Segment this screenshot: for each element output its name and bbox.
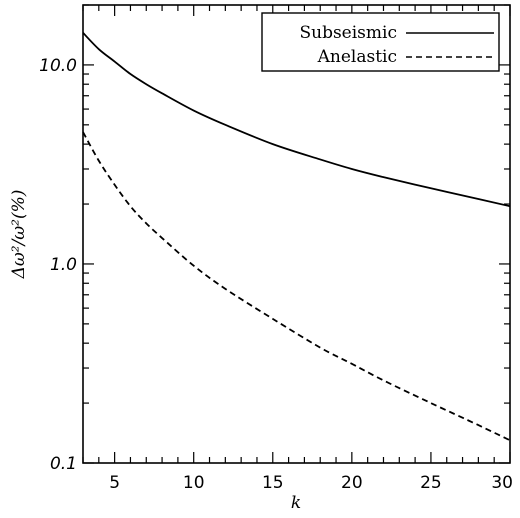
- series-lines: [82, 32, 511, 442]
- legend-box: [261, 12, 500, 72]
- plot-frame: [82, 4, 511, 464]
- legend-label-anelastic: Anelastic: [317, 47, 397, 67]
- legend: Subseismic Anelastic: [261, 12, 500, 72]
- x-tick-label: 15: [262, 473, 284, 493]
- x-axis-ticks: 5 10 15 20 25 30: [82, 5, 513, 493]
- y-tick-label: 0.1: [50, 454, 77, 474]
- y-axis-ticks: 0.1 1.0 10.0: [39, 4, 510, 474]
- y-tick-label: 10.0: [39, 56, 77, 76]
- series-line-subseismic: [82, 32, 511, 208]
- x-tick-label: 20: [341, 473, 363, 493]
- x-axis-label: k: [291, 493, 301, 513]
- x-tick-label: 10: [183, 473, 205, 493]
- x-tick-label: 5: [109, 473, 120, 493]
- y-tick-label: 1.0: [50, 255, 77, 275]
- x-tick-label: 25: [420, 473, 442, 493]
- y-axis-label: Δω²/ω²(%): [9, 190, 29, 280]
- legend-label-subseismic: Subseismic: [299, 23, 397, 43]
- x-tick-label: 30: [491, 473, 513, 493]
- series-line-anelastic: [82, 131, 511, 442]
